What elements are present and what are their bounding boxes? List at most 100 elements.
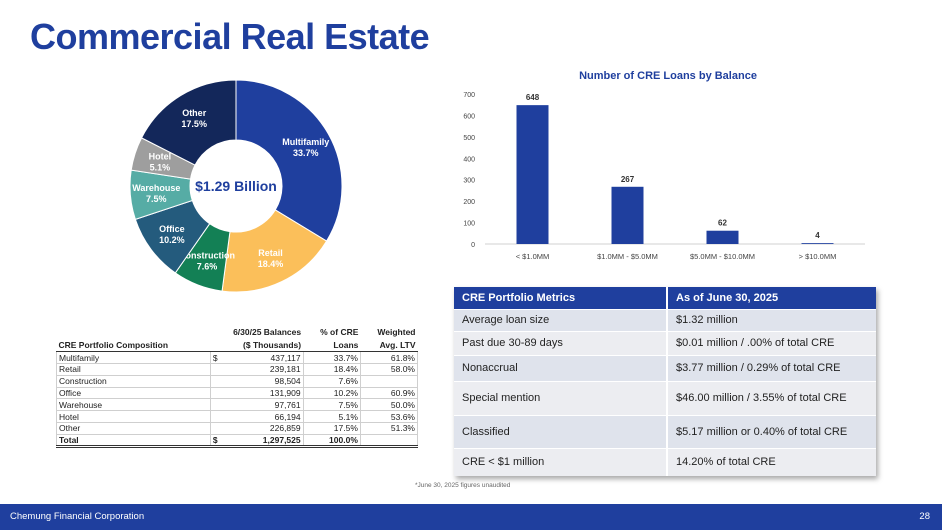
comp-header-pct: % of CRE	[320, 327, 359, 337]
row-name: Multifamily	[56, 351, 211, 365]
comp-header-ltv: Weighted	[377, 327, 416, 337]
bar	[516, 105, 549, 244]
x-category-label: < $1.0MM	[516, 252, 550, 261]
donut-slice-other	[140, 79, 237, 166]
cre-loans-by-balance-bar-chart: Number of CRE Loans by Balance 0 100 200 300…	[463, 70, 865, 261]
footer-company-name: Chemung Financial Corporation	[10, 511, 145, 522]
row-ltv: 53.6%	[359, 410, 418, 424]
metric-value: 14.20% of total CRE	[666, 447, 876, 476]
donut-label-warehouse: Warehouse	[132, 183, 180, 193]
x-category-label: $1.0MM - $5.0MM	[597, 252, 658, 261]
slide-title: Commercial Real Estate	[30, 16, 430, 57]
donut-pct-hotel: 5.1%	[150, 163, 171, 173]
row-pct: 10.2%	[302, 387, 361, 400]
row-currency	[209, 398, 225, 412]
cre-portfolio-composition-table: 6/30/25 Balances % of CRE Weighted CRE P…	[56, 326, 418, 448]
metric-label: Classified	[454, 414, 667, 448]
metrics-row: Nonaccrual $3.77 million / 0.29% of tota…	[454, 354, 876, 381]
comp-header-thousands: ($ Thousands)	[210, 338, 304, 353]
footnote: *June 30, 2025 figures unaudited	[415, 482, 511, 489]
metric-label: Nonaccrual	[454, 354, 667, 381]
cre-portfolio-metrics-table: CRE Portfolio Metrics As of June 30, 202…	[454, 287, 876, 476]
donut-slice-retail	[221, 209, 328, 293]
row-name: Office	[56, 387, 211, 400]
bar	[706, 230, 739, 244]
row-balance: 226,859	[224, 422, 304, 435]
row-currency	[209, 422, 225, 435]
total-pct: 100.0%	[302, 433, 361, 448]
footer-bar: Chemung Financial Corporation 28	[0, 504, 942, 530]
metrics-row: Past due 30-89 days $0.01 million / .00%…	[454, 330, 876, 355]
row-balance: 131,909	[224, 387, 304, 400]
donut-pct-multifamily: 33.7%	[293, 148, 319, 158]
donut-pct-warehouse: 7.5%	[146, 194, 167, 204]
bar	[801, 243, 834, 244]
y-tick-label: 400	[463, 156, 475, 163]
comp-header-balances: 6/30/25 Balances	[233, 327, 302, 337]
row-currency	[209, 375, 225, 388]
x-category-label: > $10.0MM	[799, 252, 837, 261]
metric-label: Special mention	[454, 380, 667, 415]
donut-label-hotel: Hotel	[149, 152, 172, 162]
row-ltv: 51.3%	[359, 422, 418, 435]
donut-label-retail: Retail	[258, 248, 283, 258]
metric-value: $5.17 million or 0.40% of total CRE	[666, 414, 876, 448]
bar-value-label: 267	[621, 175, 635, 184]
row-name: Other	[56, 422, 211, 435]
total-ltv	[359, 433, 418, 448]
donut-pct-construction: 7.6%	[197, 262, 218, 272]
bar-chart-title: Number of CRE Loans by Balance	[579, 70, 757, 82]
comp-header-spacer	[57, 326, 211, 339]
row-balance: 239,181	[224, 363, 304, 376]
metrics-row: CRE < $1 million 14.20% of total CRE	[454, 447, 876, 476]
y-tick-label: 700	[463, 92, 475, 99]
row-balance: 98,504	[224, 375, 304, 388]
metric-value: $46.00 million / 3.55% of total CRE	[666, 380, 876, 415]
donut-label-other: Other	[182, 108, 207, 118]
metric-label: Past due 30-89 days	[454, 330, 667, 355]
table-row: Warehouse 97,761 7.5% 50.0%	[56, 398, 418, 412]
bar-value-label: 648	[526, 93, 540, 102]
y-tick-label: 600	[463, 113, 475, 120]
row-ltv: 58.0%	[359, 363, 418, 376]
table-row: Other 226,859 17.5% 51.3%	[56, 422, 418, 435]
row-name: Construction	[56, 375, 211, 388]
metric-value: $1.32 million	[666, 308, 876, 331]
row-balance: 437,117	[224, 351, 304, 365]
row-pct: 7.5%	[302, 398, 361, 412]
metrics-row: Special mention $46.00 million / 3.55% o…	[454, 380, 876, 415]
comp-header-composition: CRE Portfolio Composition	[56, 338, 211, 353]
row-currency: $	[209, 351, 225, 365]
comp-header-loans: Loans	[303, 338, 361, 353]
metrics-header-label: CRE Portfolio Metrics	[454, 287, 667, 309]
y-tick-label: 300	[463, 178, 475, 185]
row-pct: 17.5%	[302, 422, 361, 435]
donut-label-construction: Construction	[179, 251, 235, 261]
row-currency	[209, 387, 225, 400]
row-ltv: 61.8%	[359, 351, 418, 365]
metric-value: $0.01 million / .00% of total CRE	[666, 330, 876, 355]
donut-label-multifamily: Multifamily	[282, 137, 329, 147]
total-balance: 1,297,525	[224, 433, 304, 448]
row-pct: 5.1%	[302, 410, 361, 424]
metric-value: $3.77 million / 0.29% of total CRE	[666, 354, 876, 381]
donut-pct-office: 10.2%	[159, 235, 185, 245]
row-pct: 18.4%	[302, 363, 361, 376]
metrics-row: Average loan size $1.32 million	[454, 308, 876, 331]
bar-value-label: 62	[718, 219, 727, 228]
row-name: Hotel	[56, 410, 211, 424]
row-currency	[209, 410, 225, 424]
y-tick-label: 100	[463, 221, 475, 228]
donut-center-label: $1.29 Billion	[195, 178, 277, 194]
row-name: Warehouse	[56, 398, 211, 412]
metrics-row: Classified $5.17 million or 0.40% of tot…	[454, 414, 876, 448]
y-tick-label: 0	[471, 242, 475, 249]
bar	[611, 186, 644, 244]
row-currency	[209, 363, 225, 376]
donut-pct-other: 17.5%	[181, 119, 207, 129]
metric-label: Average loan size	[454, 308, 667, 331]
row-pct: 33.7%	[302, 351, 361, 365]
row-balance: 97,761	[224, 398, 304, 412]
row-ltv: 60.9%	[359, 387, 418, 400]
table-row: Retail 239,181 18.4% 58.0%	[56, 363, 418, 376]
